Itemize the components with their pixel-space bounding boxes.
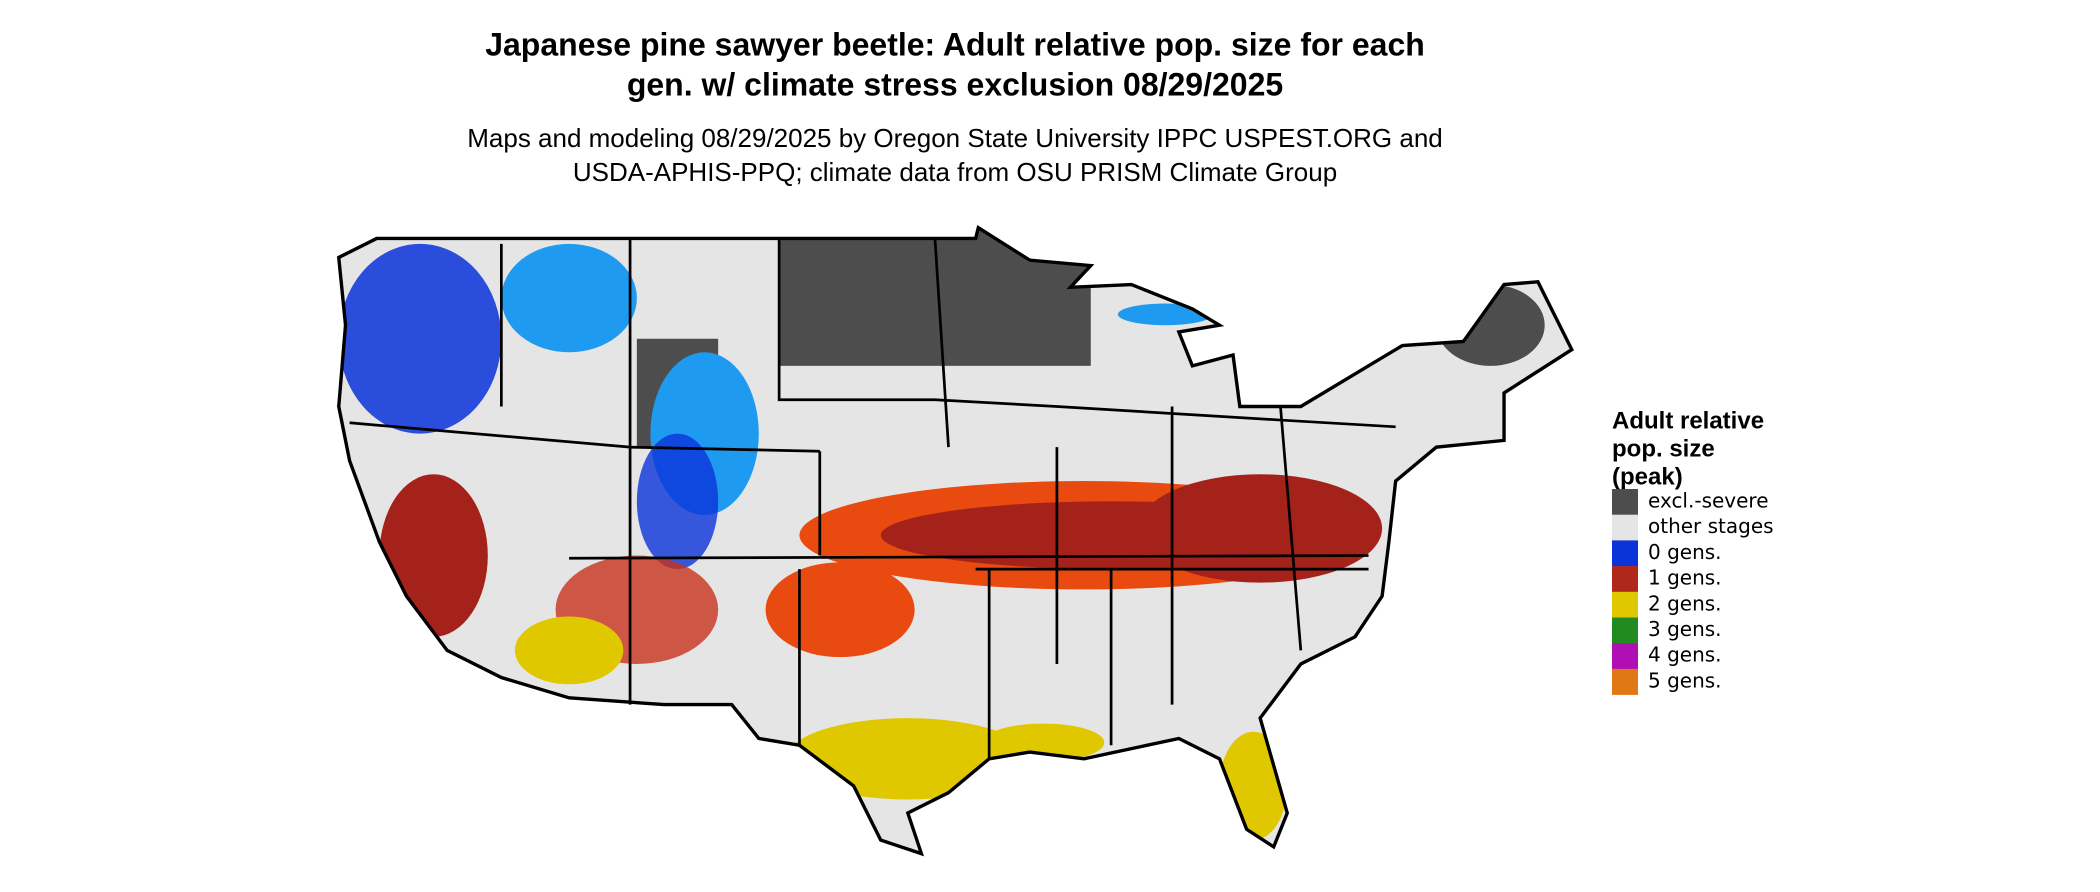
- legend-label: other stages: [1648, 514, 1774, 538]
- subtitle-line: USDA-APHIS-PPQ; climate data from OSU PR…: [573, 157, 1337, 187]
- title-line: gen. w/ climate stress exclusion 08/29/2…: [627, 66, 1283, 102]
- legend-label: 5 gens.: [1648, 668, 1722, 692]
- legend-swatch: [1612, 514, 1638, 541]
- legend-label: 4 gens.: [1648, 643, 1722, 667]
- us-map: [336, 224, 1574, 857]
- legend-swatch: [1612, 668, 1638, 695]
- legend-label: 0 gens.: [1648, 540, 1722, 564]
- legend-title: (peak): [1612, 463, 1683, 490]
- title-line: Japanese pine sawyer beetle: Adult relat…: [485, 26, 1425, 62]
- subtitle-line: Maps and modeling 08/29/2025 by Oregon S…: [467, 123, 1443, 153]
- legend-title: pop. size: [1612, 435, 1715, 462]
- legend-swatch: [1612, 489, 1638, 515]
- legend: Adult relative pop. size (peak) excl.-se…: [1612, 407, 1774, 695]
- legend-label: 3 gens.: [1648, 617, 1722, 641]
- legend-swatch: [1612, 566, 1638, 593]
- legend-label: excl.-severe: [1648, 489, 1769, 513]
- legend-swatch: [1612, 540, 1638, 567]
- legend-swatch: [1612, 617, 1638, 644]
- legend-swatch: [1612, 591, 1638, 618]
- legend-label: 2 gens.: [1648, 591, 1722, 615]
- legend-title: Adult relative: [1612, 407, 1764, 434]
- legend-label: 1 gens.: [1648, 566, 1722, 590]
- legend-swatch: [1612, 643, 1638, 670]
